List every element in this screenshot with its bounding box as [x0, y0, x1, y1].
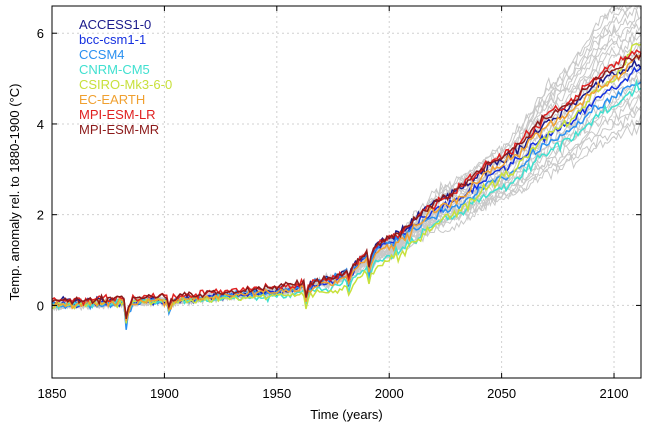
x-axis-ticks: 1850 1900 1950 2000 2050 2100 — [38, 6, 629, 401]
named-model-series — [51, 42, 642, 330]
series-line-csiro-mk3-6-0 — [51, 42, 642, 324]
legend-entry: MPI-ESM-MR — [79, 122, 159, 137]
x-tick-label: 1900 — [150, 386, 179, 401]
y-axis-label: Temp. anomaly rel. to 1880-1900 (°C) — [7, 84, 22, 301]
y-tick-label: 2 — [37, 208, 44, 223]
x-tick-label: 2100 — [600, 386, 629, 401]
x-tick-label: 1950 — [262, 386, 291, 401]
y-tick-label: 4 — [37, 117, 44, 132]
plot-frame — [51, 5, 642, 379]
legend: ACCESS1-0bcc-csm1-1CCSM4CNRM-CM5CSIRO-Mk… — [79, 17, 172, 137]
series-line-mpi-esm-mr — [51, 52, 642, 320]
y-tick-label: 0 — [37, 298, 44, 313]
legend-entry: CCSM4 — [79, 47, 125, 62]
x-axis-label: Time (years) — [310, 407, 382, 422]
x-tick-label: 2050 — [487, 386, 516, 401]
x-tick-label: 2000 — [375, 386, 404, 401]
background-series-line — [51, 105, 642, 323]
legend-entry: CNRM-CM5 — [79, 62, 150, 77]
y-axis-ticks: 0 2 4 6 — [37, 26, 641, 313]
x-tick-label: 1850 — [38, 386, 67, 401]
legend-entry: MPI-ESM-LR — [79, 107, 156, 122]
y-tick-label: 6 — [37, 26, 44, 41]
legend-entry: CSIRO-Mk3-6-0 — [79, 77, 172, 92]
series-line-ec-earth — [51, 55, 642, 322]
legend-entry: EC-EARTH — [79, 92, 145, 107]
legend-entry: ACCESS1-0 — [79, 17, 151, 32]
legend-entry: bcc-csm1-1 — [79, 32, 146, 47]
